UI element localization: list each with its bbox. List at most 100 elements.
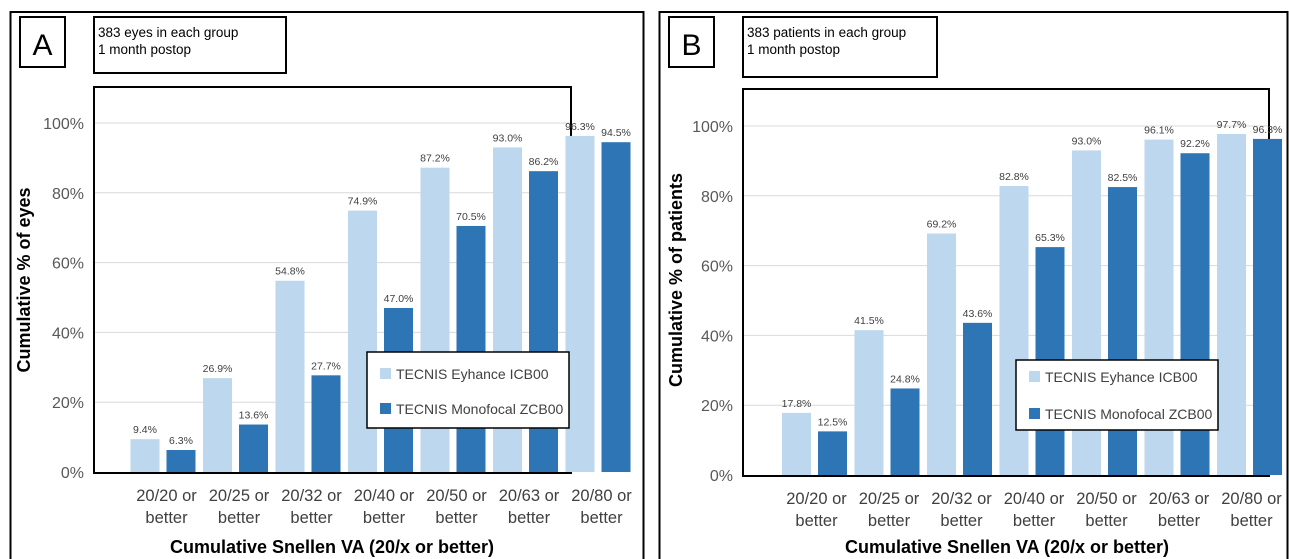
bar-monofocal — [456, 225, 486, 472]
x-tick-label: 20/40 or better — [1004, 490, 1065, 530]
panel-frame — [9, 11, 645, 559]
info-line: 383 eyes in each group — [98, 25, 238, 40]
y-axis-title: Cumulative % of patients — [666, 173, 686, 387]
x-tick-label: 20/32 or better — [931, 490, 992, 530]
bar-monofocal — [818, 431, 847, 475]
legend-label: TECNIS Monofocal ZCB00 — [396, 401, 563, 417]
data-label: 41.5% — [854, 315, 884, 327]
bar-monofocal — [890, 388, 920, 475]
data-label: 27.7% — [311, 360, 341, 372]
legend-swatch — [1029, 408, 1040, 419]
info-line: 1 month postop — [98, 42, 191, 57]
legend-box — [366, 351, 570, 429]
x-tick-label: 20/40 or better — [354, 487, 415, 527]
data-label: 9.4% — [133, 424, 157, 436]
data-label: 65.3% — [1035, 232, 1065, 244]
data-label: 70.5% — [456, 211, 486, 223]
legend-label: TECNIS Monofocal ZCB00 — [1045, 406, 1212, 422]
panel-label: A — [32, 29, 52, 62]
y-tick-label: 60% — [701, 259, 733, 276]
x-axis-title: Cumulative Snellen VA (20/x or better) — [170, 537, 494, 557]
x-tick-label: 20/63 or better — [499, 487, 560, 527]
legend: TECNIS Eyhance ICB00 TECNIS Monofocal ZCB… — [366, 351, 570, 429]
bar-eyhance — [565, 135, 595, 472]
y-tick-label: 0% — [710, 468, 733, 485]
y-tick-label: 40% — [701, 328, 733, 345]
data-label: 17.8% — [782, 398, 812, 410]
x-tick-label: 20/25 or better — [859, 490, 920, 530]
data-label: 74.9% — [348, 196, 378, 208]
data-label: 96.1% — [1144, 125, 1174, 137]
legend-box — [1015, 359, 1219, 431]
legend: TECNIS Eyhance ICB00 TECNIS Monofocal ZCB… — [1015, 359, 1219, 431]
x-tick-label: 20/80 or better — [1221, 490, 1282, 530]
data-label: 96.3% — [1253, 124, 1283, 136]
x-tick-label: 20/50 or better — [1076, 490, 1137, 530]
data-label: 24.8% — [890, 373, 920, 385]
y-tick-label: 80% — [52, 186, 84, 203]
data-label: 43.6% — [963, 308, 993, 320]
bar-monofocal — [311, 375, 341, 472]
data-label: 82.5% — [1108, 172, 1138, 184]
x-tick-label: 20/80 or better — [571, 487, 632, 527]
data-label: 96.3% — [565, 121, 595, 133]
y-tick-label: 40% — [52, 325, 84, 342]
chart-panel-a: A 383 eyes in each group 1 month postop 0% 2… — [9, 11, 645, 559]
data-label: 82.8% — [999, 171, 1029, 183]
y-axis-title: Cumulative % of eyes — [14, 187, 34, 372]
y-tick-label: 20% — [701, 398, 733, 415]
x-tick-label: 20/25 or better — [209, 487, 270, 527]
data-label: 12.5% — [818, 416, 848, 428]
bar-eyhance — [203, 378, 232, 472]
data-label: 6.3% — [169, 435, 193, 447]
x-axis-title: Cumulative Snellen VA (20/x or better) — [845, 537, 1169, 557]
bar-eyhance — [275, 280, 305, 472]
panel-label-box — [668, 16, 715, 68]
data-label: 47.0% — [384, 293, 414, 305]
panel-label-box — [19, 16, 66, 68]
bar-monofocal — [166, 450, 196, 472]
data-label: 87.2% — [420, 153, 450, 165]
bar-monofocal — [963, 322, 992, 475]
data-label: 94.5% — [601, 127, 631, 139]
data-label: 69.2% — [927, 218, 957, 230]
legend-swatch — [380, 368, 391, 379]
panel-label: B — [681, 29, 701, 62]
bar-eyhance — [348, 210, 377, 472]
bar-monofocal — [1108, 187, 1137, 475]
panel-frame — [658, 11, 1289, 559]
y-tick-label: 100% — [692, 119, 733, 136]
bar-monofocal — [239, 424, 268, 472]
x-tick-label: 20/50 or better — [426, 487, 487, 527]
y-tick-label: 100% — [43, 116, 84, 133]
data-label: 54.8% — [275, 266, 305, 278]
info-box — [742, 16, 938, 78]
x-tick-label: 20/63 or better — [1149, 490, 1210, 530]
data-label: 93.0% — [493, 132, 523, 144]
info-line: 383 patients in each group — [747, 25, 906, 40]
legend-swatch — [380, 403, 391, 414]
y-tick-label: 60% — [52, 256, 84, 273]
bar-eyhance — [854, 330, 884, 475]
data-label: 93.0% — [1072, 135, 1102, 147]
chart-panel-b: B 383 patients in each group 1 month posto… — [658, 11, 1289, 559]
bar-eyhance — [927, 233, 956, 475]
bar-monofocal — [1253, 138, 1282, 475]
info-line: 1 month postop — [747, 42, 840, 57]
x-tick-label: 20/20 or better — [786, 490, 847, 530]
data-label: 97.7% — [1217, 119, 1247, 131]
data-label: 86.2% — [529, 156, 559, 168]
data-label: 13.6% — [239, 410, 269, 422]
bar-eyhance — [782, 412, 811, 475]
legend-label: TECNIS Eyhance ICB00 — [396, 366, 549, 382]
y-tick-label: 0% — [61, 465, 84, 482]
info-box — [93, 16, 287, 74]
y-tick-label: 20% — [52, 395, 84, 412]
x-tick-label: 20/20 or better — [136, 487, 197, 527]
x-tick-label: 20/32 or better — [281, 487, 342, 527]
legend-swatch — [1029, 371, 1040, 382]
bar-eyhance — [999, 186, 1029, 475]
data-label: 92.2% — [1180, 138, 1210, 150]
bar-eyhance — [1217, 134, 1246, 476]
